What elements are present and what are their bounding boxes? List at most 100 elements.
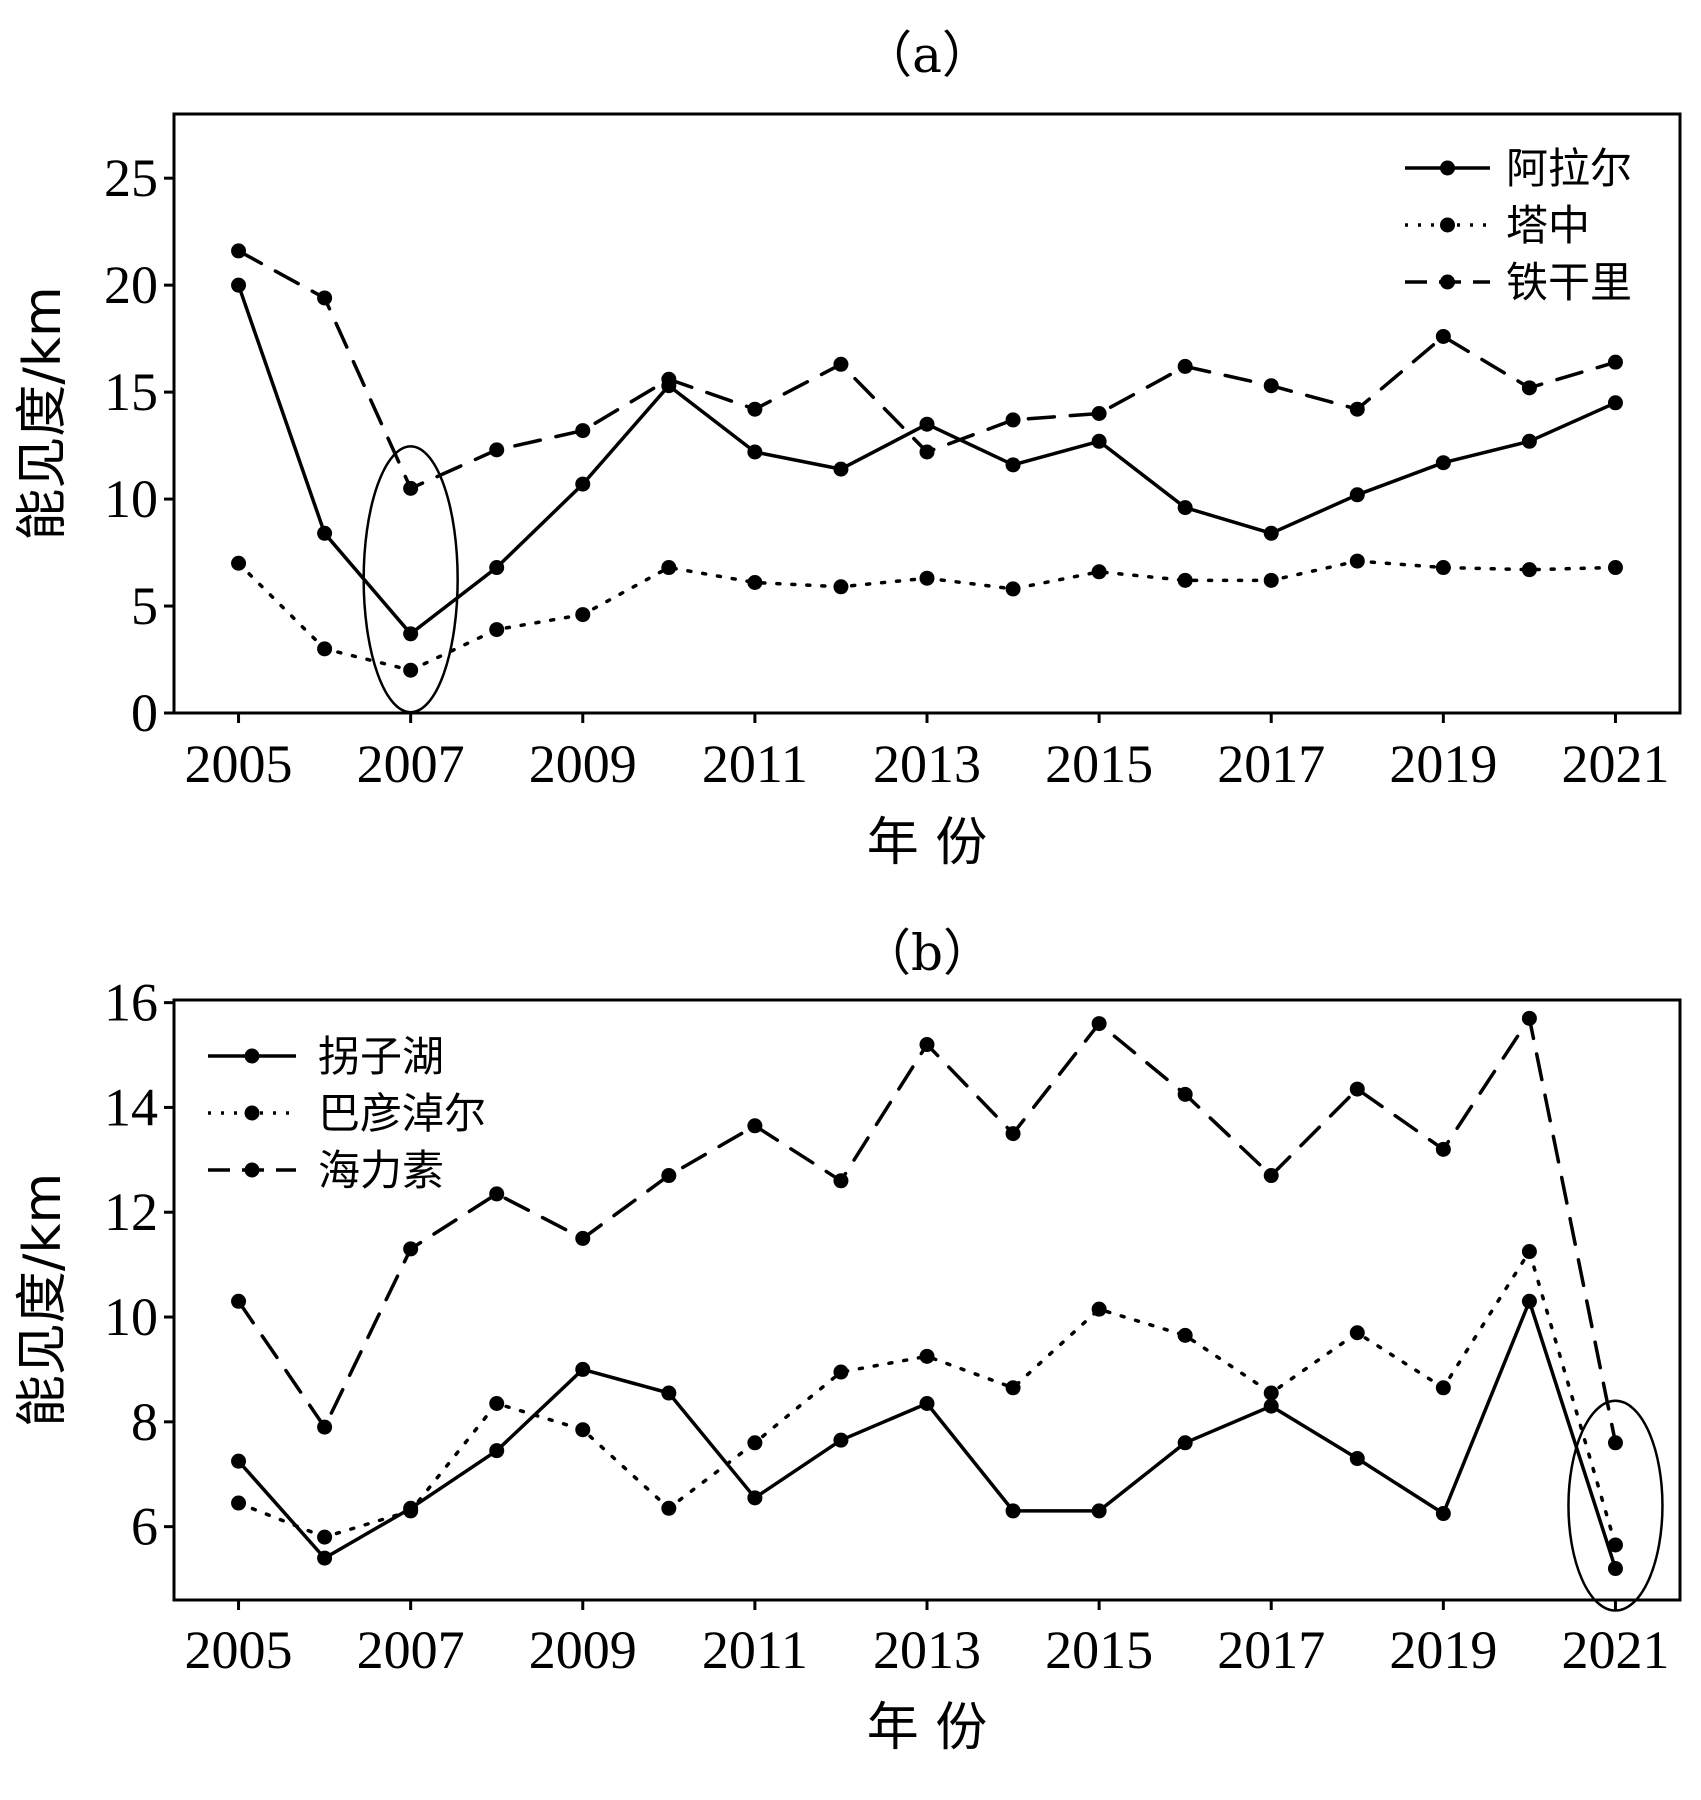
series-2-point [1521, 562, 1537, 578]
x-axis-label: 年 份 [867, 1698, 988, 1758]
series-3-point [231, 243, 247, 259]
series-1-point [317, 525, 333, 541]
y-tick-label: 0 [131, 683, 158, 743]
series-2-point [1349, 553, 1365, 569]
series-1-point [833, 1432, 849, 1448]
y-tick-label: 12 [104, 1182, 158, 1242]
legend-marker [244, 1048, 260, 1064]
series-3-point [661, 1168, 677, 1184]
y-tick-label: 10 [104, 1287, 158, 1347]
series-3-point [747, 401, 763, 417]
legend-label: 阿拉尔 [1506, 144, 1632, 193]
series-2-point [1263, 572, 1279, 588]
y-tick-label: 8 [131, 1392, 158, 1452]
series-2-point [1435, 560, 1451, 576]
series-3-point [489, 1186, 505, 1202]
series-2-point [833, 1364, 849, 1380]
y-tick-label: 16 [104, 973, 158, 1033]
series-3-point [833, 1173, 849, 1189]
series-3-point [1177, 1086, 1193, 1102]
series-2-point [1091, 564, 1107, 580]
series-3-point [661, 371, 677, 387]
series-2-point [403, 662, 419, 678]
series-3-point [1091, 406, 1107, 421]
series-1-point [489, 560, 505, 576]
x-tick-label: 2011 [702, 1620, 808, 1680]
legend-label: 铁干里 [1506, 258, 1632, 307]
y-tick-label: 5 [131, 576, 158, 636]
series-3-point [1435, 1141, 1451, 1157]
series-2-point [919, 1348, 935, 1364]
series-3-point [1607, 354, 1623, 370]
series-3-point [575, 1230, 591, 1246]
series-3-point [1005, 412, 1021, 428]
series-3-point [1349, 401, 1365, 417]
series-1-point [231, 277, 247, 293]
x-tick-label: 2011 [702, 734, 808, 794]
series-1-point [1177, 1435, 1193, 1451]
series-2-point [231, 555, 247, 571]
series-2-point [317, 641, 333, 657]
series-2-point [1607, 1537, 1623, 1553]
x-tick-label: 2005 [185, 734, 293, 794]
series-3-point [1177, 358, 1193, 374]
series-2-line [236, 1249, 1618, 1547]
legend-marker [1440, 160, 1455, 176]
x-tick-label: 2005 [185, 1620, 293, 1680]
series-1-point [1091, 1503, 1107, 1519]
series-2-point [1005, 581, 1021, 597]
x-tick-label: 2015 [1045, 734, 1153, 794]
series-3-point [1521, 1010, 1537, 1026]
series-3-point [317, 290, 333, 306]
series-3-point [403, 1241, 419, 1257]
series-2-point [489, 622, 505, 638]
series-2-point [1005, 1380, 1021, 1396]
legend-marker [1440, 217, 1455, 233]
series-2-point [403, 1503, 419, 1519]
series-2-point [1177, 572, 1193, 588]
series-3-point [1521, 380, 1537, 396]
series-3-point [1435, 328, 1451, 344]
series-3-point [403, 480, 419, 496]
x-axis-label: 年 份 [867, 813, 988, 873]
series-1-point [575, 476, 591, 492]
series-1-point [661, 1385, 677, 1401]
x-tick-label: 2009 [529, 1620, 637, 1680]
series-1-point [747, 444, 763, 460]
series-3-point [575, 423, 591, 439]
series-2-point [1263, 1385, 1279, 1401]
series-1-point [1607, 395, 1623, 411]
panel-title: （a） [862, 26, 992, 84]
series-1-point [1521, 433, 1537, 449]
series-1-point [919, 416, 935, 432]
series-1-point [1263, 1398, 1279, 1414]
series-1-point [919, 1395, 935, 1411]
series-1-point [1263, 525, 1279, 541]
legend-label: 海力素 [318, 1146, 444, 1195]
series-1-point [1349, 1451, 1365, 1467]
x-tick-label: 2019 [1389, 1620, 1497, 1680]
series-1-point [1005, 457, 1021, 473]
series-2-point [1349, 1325, 1365, 1341]
series-1-point [489, 1443, 505, 1459]
y-tick-label: 20 [104, 255, 158, 315]
series-2-point [661, 560, 677, 576]
y-tick-label: 15 [104, 362, 158, 422]
series-2-point [1607, 560, 1623, 576]
series-3-line [236, 1016, 1618, 1445]
series-3-point [1349, 1081, 1365, 1097]
series-1-line [236, 1299, 1618, 1571]
series-2-point [661, 1500, 677, 1516]
series-3-point [1091, 1016, 1107, 1032]
series-3-point [1607, 1435, 1623, 1451]
series-3-point [317, 1419, 333, 1435]
series-3-point [747, 1118, 763, 1134]
series-1-point [1435, 1506, 1451, 1522]
series-1-point [231, 1453, 247, 1469]
legend-marker [244, 1162, 260, 1178]
x-tick-label: 2013 [873, 734, 981, 794]
series-2-point [1521, 1244, 1537, 1260]
series-1-point [1349, 487, 1365, 503]
